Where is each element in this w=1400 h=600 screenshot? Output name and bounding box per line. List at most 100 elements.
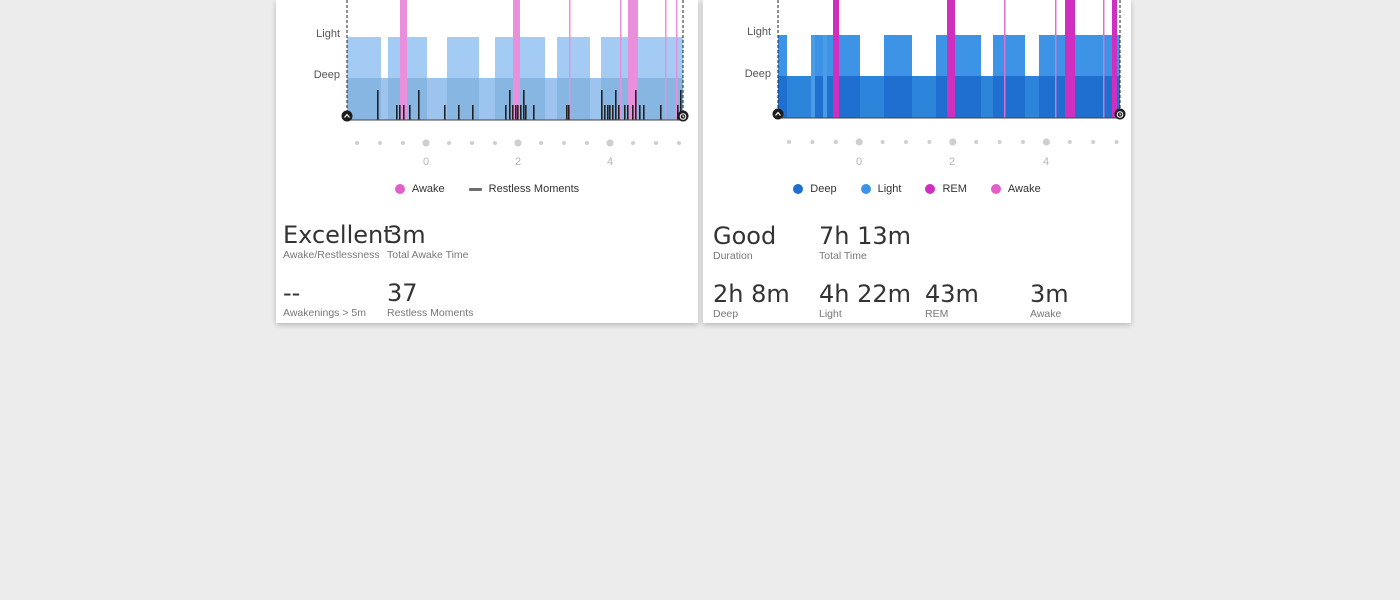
light-stage-band bbox=[447, 37, 479, 78]
light-stage-band bbox=[811, 35, 815, 118]
axis-dot bbox=[585, 141, 589, 145]
wake-alarm-icon bbox=[677, 110, 689, 122]
restless-tick bbox=[568, 105, 570, 120]
restless-tick bbox=[396, 105, 398, 120]
stat-awake: 3m Awake bbox=[1030, 281, 1069, 320]
stat-total-awake-time: 3m Total Awake Time bbox=[387, 222, 469, 261]
restless-tick bbox=[566, 105, 568, 120]
stat-label: Total Awake Time bbox=[387, 249, 469, 261]
legend-awake: Awake bbox=[990, 183, 1041, 195]
restless-tick bbox=[512, 105, 514, 120]
y-label-light: Light bbox=[316, 28, 340, 40]
axis-dot bbox=[833, 140, 838, 144]
axis-dot bbox=[949, 138, 957, 146]
stat-duration: Good Duration bbox=[713, 223, 776, 262]
deep-light-transition bbox=[787, 76, 813, 118]
restless-tick bbox=[601, 90, 603, 120]
restless-tick bbox=[624, 105, 626, 120]
light-stage-band bbox=[936, 35, 981, 76]
time-axis-dots bbox=[355, 139, 681, 147]
awake-period bbox=[513, 0, 520, 120]
rem-period bbox=[947, 0, 955, 118]
restless-tick bbox=[660, 105, 662, 120]
axis-dot bbox=[974, 140, 979, 144]
axis-dot bbox=[355, 141, 359, 145]
stat-value: 43m bbox=[925, 280, 979, 308]
restless-tick bbox=[627, 105, 629, 120]
awake-period bbox=[665, 0, 667, 120]
y-label-deep: Deep bbox=[745, 68, 771, 80]
deep-legend-dot bbox=[793, 184, 804, 194]
light-stage-band bbox=[884, 35, 912, 76]
axis-dot bbox=[997, 140, 1002, 144]
y-label-light: Light bbox=[747, 26, 771, 38]
deep-light-transition bbox=[981, 76, 993, 118]
restless-tick bbox=[403, 105, 405, 120]
legend-label: Restless Moments bbox=[488, 183, 580, 195]
awake-markers bbox=[400, 0, 678, 120]
legend-awake: Awake bbox=[394, 183, 445, 195]
restless-tick bbox=[604, 105, 606, 120]
restless-tick bbox=[523, 90, 525, 120]
awake-legend-dot bbox=[394, 184, 405, 194]
axis-dot bbox=[539, 141, 543, 145]
axis-dot bbox=[514, 139, 522, 147]
deep-light-transition bbox=[860, 76, 884, 118]
axis-dot bbox=[470, 141, 474, 145]
stat-label: Awakenings > 5m bbox=[283, 307, 366, 319]
awake-period bbox=[620, 0, 622, 120]
restless-tick bbox=[618, 105, 620, 120]
restless-tick bbox=[509, 90, 511, 120]
stat-deep: 2h 8m Deep bbox=[713, 281, 790, 320]
axis-dot bbox=[654, 141, 658, 145]
deep-stage-gap bbox=[479, 78, 495, 120]
axis-dot bbox=[1091, 140, 1096, 144]
legend-restless-moments: Restless Moments bbox=[468, 183, 580, 195]
deep-stage-gap bbox=[427, 78, 447, 120]
rem-period bbox=[833, 0, 839, 118]
restless-tick bbox=[517, 105, 519, 120]
deep-stage-gap bbox=[381, 78, 388, 120]
stat-value: 7h 13m bbox=[819, 222, 912, 250]
stat-label: Awake/Restlessness bbox=[283, 249, 380, 261]
axis-dot bbox=[787, 140, 791, 144]
restless-tick bbox=[409, 105, 411, 120]
rem-and-awake-markers bbox=[833, 0, 1117, 118]
axis-dot bbox=[606, 139, 614, 147]
bedtime-icon bbox=[341, 110, 353, 122]
awake-legend-dot bbox=[990, 184, 1001, 194]
awake-period bbox=[1055, 0, 1057, 118]
restless-tick bbox=[444, 105, 446, 120]
restless-tick bbox=[418, 90, 420, 120]
awake-period bbox=[676, 0, 678, 120]
axis-dot bbox=[855, 138, 863, 146]
stat-value: Excellent bbox=[283, 221, 393, 249]
restless-tick bbox=[632, 105, 634, 120]
restless-tick bbox=[399, 105, 401, 120]
legend-label: Deep bbox=[810, 183, 837, 195]
x-tick-2: 2 bbox=[949, 156, 955, 168]
deep-stage-gap bbox=[590, 78, 601, 120]
time-axis-dots bbox=[787, 138, 1119, 146]
axis-dot bbox=[1114, 140, 1119, 144]
legend-label: Awake bbox=[411, 183, 445, 195]
axis-dot bbox=[927, 140, 932, 144]
restless-tick bbox=[609, 105, 611, 120]
light-stage-band bbox=[778, 35, 787, 76]
restless-tick bbox=[643, 105, 645, 120]
restless-tick bbox=[505, 105, 507, 120]
stat-label: Total Time bbox=[819, 250, 867, 262]
restless-tick bbox=[635, 90, 637, 120]
restlessness-chart: Light Deep 0 2 4 bbox=[314, 0, 689, 168]
rem-legend-dot bbox=[925, 184, 936, 194]
restless-tick bbox=[615, 90, 617, 120]
legend-label: Awake bbox=[1007, 183, 1041, 195]
stat-awake-restlessness: Excellent Awake/Restlessness bbox=[283, 222, 393, 261]
light-stage-band bbox=[388, 37, 427, 78]
restless-tick bbox=[458, 105, 460, 120]
x-tick-4: 4 bbox=[607, 156, 613, 168]
sleep-stages-card: Light Deep 0 2 4 Deep Light bbox=[703, 0, 1131, 323]
restless-tick bbox=[377, 90, 379, 120]
awake-period bbox=[628, 0, 638, 120]
axis-dot bbox=[1042, 138, 1050, 146]
